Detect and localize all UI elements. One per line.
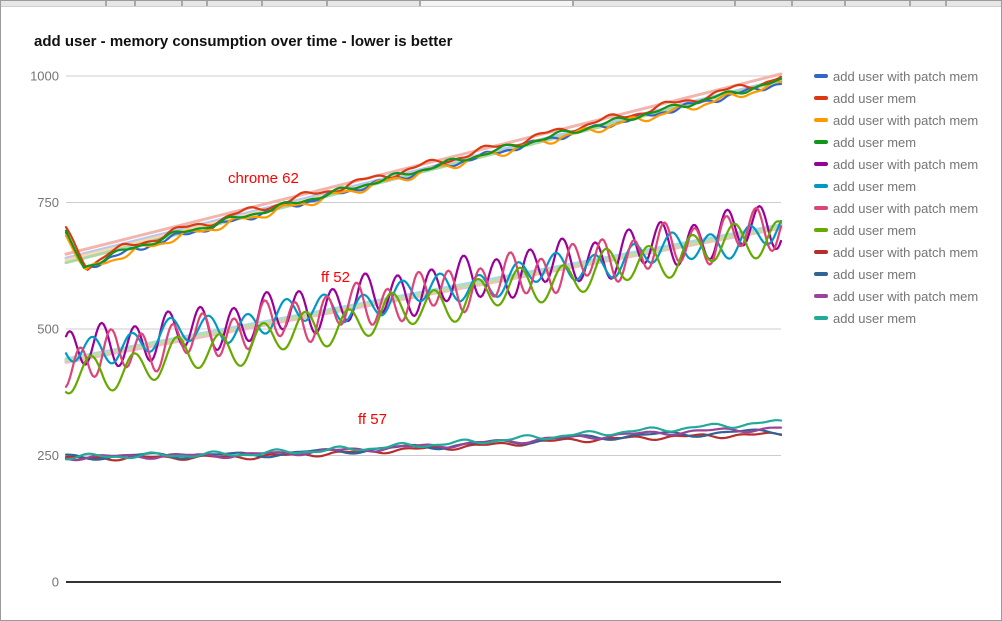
legend-item-3: add user with patch mem <box>814 109 978 131</box>
legend-swatch <box>814 140 828 144</box>
legend-label: add user with patch mem <box>833 156 979 172</box>
legend-item-9: add user with patch mem <box>814 241 978 263</box>
strip-tick-mark <box>206 1 208 6</box>
strip-tick-mark <box>572 1 574 6</box>
y-axis-tick-label: 1000 <box>30 69 59 84</box>
strip-tick-mark <box>105 1 107 6</box>
legend-item-1: add user with patch mem <box>814 65 978 87</box>
legend-label: add user with patch mem <box>833 200 979 216</box>
strip-tick-mark <box>844 1 846 6</box>
legend-label: add user with patch mem <box>833 112 979 128</box>
legend-label: add user with patch mem <box>833 244 979 260</box>
strip-tick-mark <box>909 1 911 6</box>
legend-swatch <box>814 162 828 166</box>
annotation-chrome-62: chrome 62 <box>228 170 299 187</box>
legend-item-8: add user mem <box>814 219 978 241</box>
legend-swatch <box>814 316 828 320</box>
series-line-12[interactable] <box>64 419 783 461</box>
legend-swatch <box>814 294 828 298</box>
strip-tick-mark <box>261 1 263 6</box>
strip-tick-mark <box>181 1 183 6</box>
strip-tick-mark <box>326 1 328 6</box>
legend-swatch <box>814 250 828 254</box>
series-line-2[interactable] <box>64 75 783 271</box>
annotation-ff-52: ff 52 <box>321 269 350 286</box>
legend-swatch <box>814 184 828 188</box>
series-line-3[interactable] <box>64 80 783 271</box>
legend-label: add user mem <box>833 222 917 238</box>
annotation-ff-57: ff 57 <box>358 411 387 428</box>
series-line-11[interactable] <box>64 426 783 462</box>
legend-label: add user mem <box>833 310 917 326</box>
y-axis-tick-label: 0 <box>52 575 59 590</box>
legend-swatch <box>814 118 828 122</box>
y-axis-tick-label: 250 <box>37 448 59 463</box>
strip-tick-mark <box>945 1 947 6</box>
series-line-7[interactable] <box>64 206 783 388</box>
legend-label: add user mem <box>833 90 917 106</box>
legend-swatch <box>814 74 828 78</box>
legend-item-7: add user with patch mem <box>814 197 978 219</box>
legend-swatch <box>814 228 828 232</box>
legend-label: add user mem <box>833 266 917 282</box>
y-axis-tick-label: 500 <box>37 322 59 337</box>
legend-item-10: add user mem <box>814 263 978 285</box>
legend-swatch <box>814 96 828 100</box>
legend-item-2: add user mem <box>814 87 978 109</box>
legend-item-12: add user mem <box>814 307 978 329</box>
chart-legend: add user with patch mem add user mem add u… <box>814 65 978 329</box>
strip-tick-mark <box>419 1 421 6</box>
legend-item-4: add user mem <box>814 131 978 153</box>
legend-item-6: add user mem <box>814 175 978 197</box>
legend-label: add user with patch mem <box>833 288 979 304</box>
series-line-9[interactable] <box>64 431 783 462</box>
chart-title: add user - memory consumption over time … <box>34 33 453 50</box>
series-line-8[interactable] <box>64 220 783 395</box>
series-line-4[interactable] <box>64 77 783 269</box>
strip-tick-mark <box>791 1 793 6</box>
legend-item-5: add user with patch mem <box>814 153 978 175</box>
legend-label: add user mem <box>833 178 917 194</box>
series-line-6[interactable] <box>64 219 783 365</box>
legend-label: add user mem <box>833 134 917 150</box>
strip-tick-mark <box>734 1 736 6</box>
legend-swatch <box>814 206 828 210</box>
strip-tick-mark <box>134 1 136 6</box>
window-top-strip <box>1 1 1001 7</box>
y-axis-tick-label: 750 <box>37 195 59 210</box>
strip-highlight <box>420 1 573 6</box>
legend-item-11: add user with patch mem <box>814 285 978 307</box>
legend-swatch <box>814 272 828 276</box>
legend-label: add user with patch mem <box>833 68 979 84</box>
